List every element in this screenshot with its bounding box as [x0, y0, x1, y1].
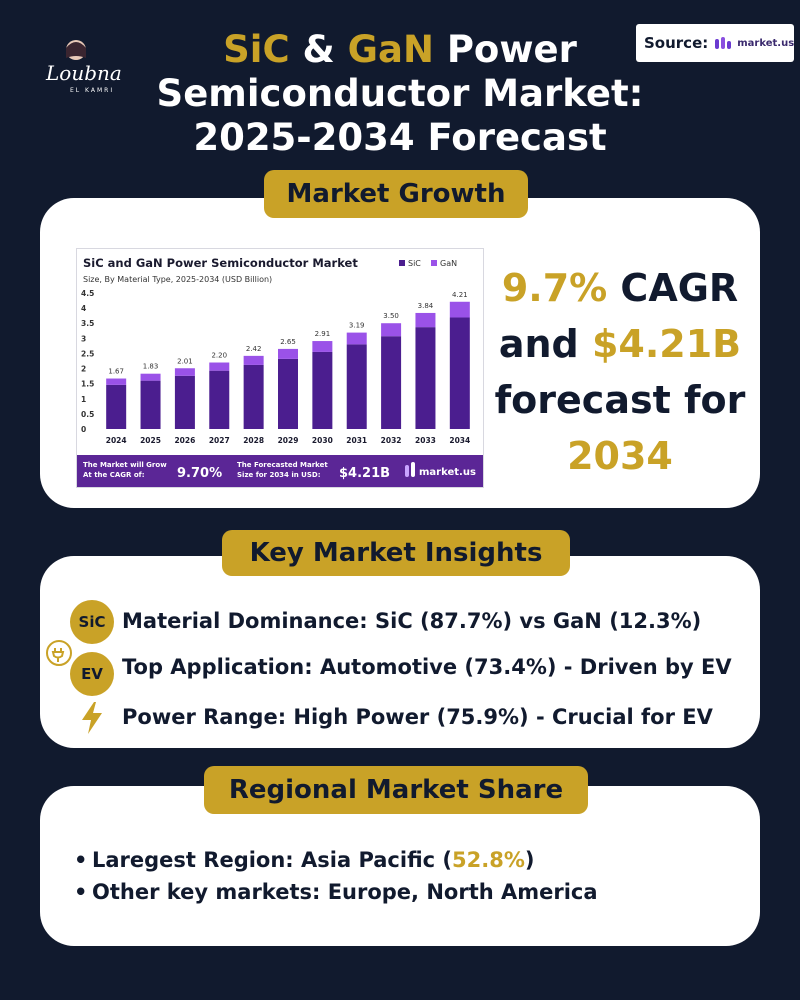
bar-sic: [346, 344, 367, 429]
x-tick-label: 2031: [346, 436, 367, 445]
chart-title: SiC and GaN Power Semiconductor Market: [83, 256, 358, 270]
bar-total-label: 1.67: [108, 368, 124, 376]
region-other: • Other key markets: Europe, North Americ…: [74, 880, 598, 904]
logo-sub: EL KAMRI: [70, 87, 114, 94]
insights-card: [40, 556, 760, 748]
bar-total-label: 3.19: [349, 322, 365, 330]
bar-sic: [106, 384, 127, 429]
section-title-insights: Key Market Insights: [222, 530, 570, 576]
chart-container: SiC and GaN Power Semiconductor Market Si…: [76, 248, 484, 488]
source-box: Source: market.us: [636, 24, 794, 62]
bar-gan: [106, 378, 127, 385]
banner-forecast-label: Size for 2034 in USD:: [237, 471, 321, 479]
bar-sic: [243, 364, 264, 429]
y-tick-label: 2: [81, 365, 86, 374]
logo-script: Loubna: [45, 61, 122, 85]
bar-gan: [209, 362, 230, 371]
section-title-regional: Regional Market Share: [204, 766, 588, 814]
x-tick-label: 2030: [312, 436, 333, 445]
y-tick-label: 0.5: [81, 410, 94, 419]
forecast-year: 2034: [567, 434, 673, 478]
region-share-value: 52.8%: [452, 848, 525, 872]
bar-total-label: 2.91: [315, 330, 331, 338]
x-tick-label: 2025: [140, 436, 161, 445]
bar-total-label: 2.42: [246, 345, 262, 353]
insight-material: Material Dominance: SiC (87.7%) vs GaN (…: [122, 609, 702, 633]
brand-logo: Loubna EL KAMRI: [40, 36, 130, 102]
bar-sic: [449, 317, 470, 429]
banner-brand: market.us: [419, 467, 476, 478]
banner-cagr-label: The Market will Grow: [83, 461, 167, 469]
bar-gan: [312, 341, 333, 352]
bar-total-label: 3.50: [383, 312, 399, 320]
bar-sic: [312, 351, 333, 429]
bar-sic: [278, 358, 298, 429]
bar-sic: [415, 327, 436, 429]
legend-swatch-gan: [431, 260, 437, 266]
bar-gan: [415, 312, 436, 328]
bar-total-label: 4.21: [452, 291, 468, 299]
x-tick-label: 2034: [449, 436, 470, 445]
bar-gan: [278, 348, 298, 359]
source-label: Source:: [644, 34, 709, 52]
x-tick-label: 2032: [381, 436, 402, 445]
bar-chart: SiC and GaN Power Semiconductor Market Si…: [77, 256, 483, 487]
chart-banner: [77, 455, 483, 487]
bar-gan: [346, 332, 367, 345]
y-tick-label: 4: [81, 304, 86, 313]
bar-sic: [174, 375, 195, 429]
y-tick-label: 0: [81, 425, 86, 434]
bar-gan: [174, 368, 195, 376]
banner-cagr-label: At the CAGR of:: [83, 471, 145, 479]
banner-brand-icon: [411, 462, 415, 477]
bar-gan: [140, 373, 161, 381]
bar-total-label: 2.01: [177, 357, 193, 365]
market-us-logo: market.us: [714, 36, 794, 50]
ev-badge-icon: EV: [70, 652, 114, 696]
chart-subtitle: Size, By Material Type, 2025-2034 (USD B…: [83, 275, 272, 284]
market-us-text: market.us: [737, 37, 795, 49]
section-title-growth: Market Growth: [264, 170, 528, 218]
legend-swatch-sic: [399, 260, 405, 266]
y-tick-label: 1: [81, 395, 86, 404]
y-tick-label: 3.5: [81, 319, 94, 328]
legend-label-gan: GaN: [440, 259, 457, 268]
page-title: SiC & GaN Power Semiconductor Market: 20…: [156, 28, 644, 159]
y-tick-label: 2.5: [81, 349, 94, 358]
insight-power: Power Range: High Power (75.9%) - Crucia…: [122, 705, 713, 729]
x-tick-label: 2033: [415, 436, 436, 445]
ev-plug-icon: [46, 640, 72, 666]
bar-gan: [243, 355, 264, 365]
x-tick-label: 2024: [106, 436, 127, 445]
legend-label-sic: SiC: [408, 259, 421, 268]
bar-total-label: 2.20: [211, 352, 227, 360]
x-tick-label: 2027: [209, 436, 230, 445]
sic-badge-icon: SiC: [70, 600, 114, 644]
x-tick-label: 2026: [174, 436, 195, 445]
banner-forecast-label: The Forecasted Market: [237, 461, 328, 469]
bar-total-label: 2.65: [280, 338, 296, 346]
y-tick-label: 3: [81, 334, 86, 343]
bar-sic: [209, 370, 230, 429]
banner-brand-icon: [405, 465, 409, 477]
bar-sic: [140, 380, 161, 429]
bar-gan: [381, 323, 402, 337]
market-us-icon: [715, 37, 732, 49]
insight-application: Top Application: Automotive (73.4%) - Dr…: [122, 655, 732, 679]
cagr-value: 9.7%: [501, 266, 608, 310]
bar-gan: [449, 301, 470, 318]
banner-cagr-value: 9.70%: [177, 466, 222, 481]
x-tick-label: 2029: [278, 436, 299, 445]
x-tick-label: 2028: [243, 436, 264, 445]
big-stat: 9.7% CAGR and $4.21B forecast for 2034: [488, 260, 752, 484]
forecast-value: $4.21B: [591, 322, 742, 366]
region-largest: • Laregest Region: Asia Pacific (52.8%): [74, 848, 535, 872]
bar-sic: [381, 336, 402, 429]
y-tick-label: 4.5: [81, 289, 94, 298]
y-tick-label: 1.5: [81, 380, 94, 389]
bar-total-label: 3.84: [418, 302, 434, 310]
lightning-icon: [78, 700, 106, 736]
banner-forecast-value: $4.21B: [339, 466, 390, 481]
bar-total-label: 1.83: [143, 363, 159, 371]
